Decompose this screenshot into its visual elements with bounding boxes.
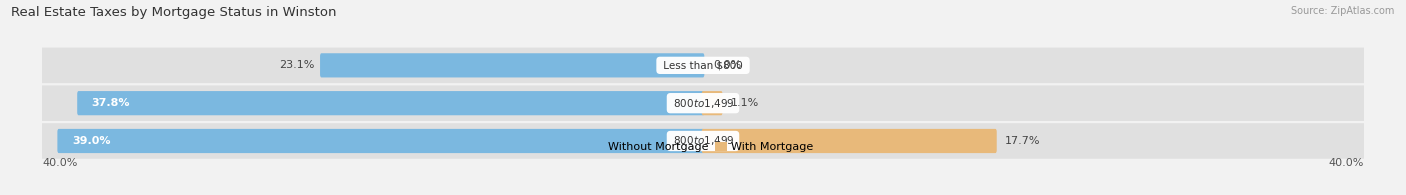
Text: Source: ZipAtlas.com: Source: ZipAtlas.com	[1291, 6, 1395, 16]
Text: $800 to $1,499: $800 to $1,499	[671, 97, 735, 110]
Text: 1.1%: 1.1%	[731, 98, 759, 108]
Text: 17.7%: 17.7%	[1005, 136, 1040, 146]
FancyBboxPatch shape	[58, 129, 704, 153]
FancyBboxPatch shape	[321, 53, 704, 77]
Text: 23.1%: 23.1%	[280, 60, 315, 70]
FancyBboxPatch shape	[37, 48, 1369, 83]
FancyBboxPatch shape	[702, 129, 997, 153]
Text: 37.8%: 37.8%	[91, 98, 131, 108]
FancyBboxPatch shape	[37, 123, 1369, 159]
Legend: Without Mortgage, With Mortgage: Without Mortgage, With Mortgage	[588, 138, 818, 157]
FancyBboxPatch shape	[77, 91, 704, 115]
Text: Less than $800: Less than $800	[659, 60, 747, 70]
Text: Real Estate Taxes by Mortgage Status in Winston: Real Estate Taxes by Mortgage Status in …	[11, 6, 337, 19]
FancyBboxPatch shape	[702, 91, 723, 115]
Text: 39.0%: 39.0%	[72, 136, 111, 146]
Text: 40.0%: 40.0%	[42, 158, 77, 168]
FancyBboxPatch shape	[37, 85, 1369, 121]
Text: 40.0%: 40.0%	[1329, 158, 1364, 168]
Text: $800 to $1,499: $800 to $1,499	[671, 135, 735, 147]
Text: 0.0%: 0.0%	[713, 60, 741, 70]
